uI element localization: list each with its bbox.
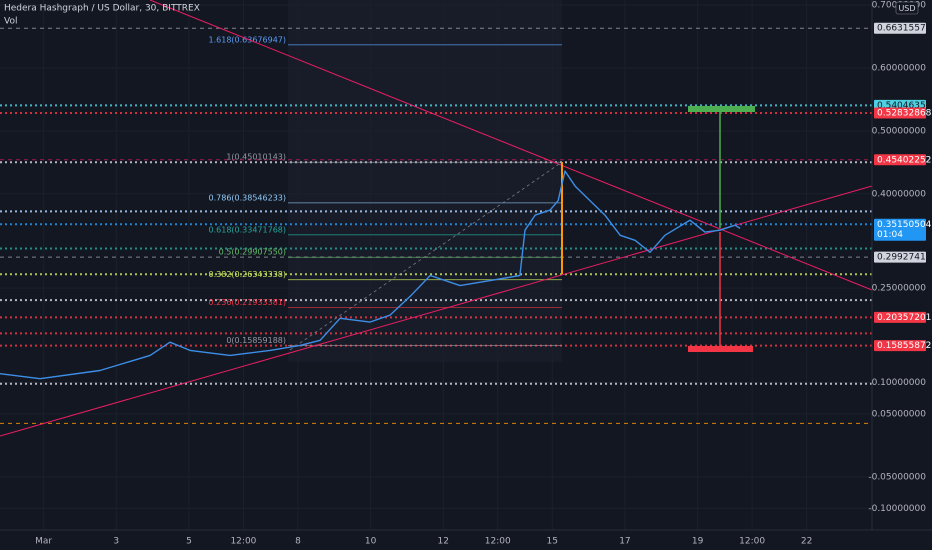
price-line <box>0 170 741 380</box>
price-axis <box>872 0 932 550</box>
y-tick-label: 0.50000000 <box>872 126 927 136</box>
currency-box[interactable] <box>895 1 919 15</box>
x-tick-label: 3 <box>113 537 119 547</box>
fib-label: 0(0.15859188) <box>226 336 286 345</box>
price-label: 0.35150504 <box>877 220 932 230</box>
y-tick-label: -0.10000000 <box>868 504 926 514</box>
x-tick-label: Mar <box>35 537 52 547</box>
indicator-label: Vol <box>4 17 17 27</box>
fib-label: 0.5(0.29907550) <box>219 248 286 257</box>
x-tick-label: 12:00 <box>485 537 511 547</box>
y-tick-label: 0.10000000 <box>872 378 927 388</box>
price-label-box <box>874 22 926 34</box>
x-tick-label: 12:00 <box>230 537 256 547</box>
y-tick-label: 0.05000000 <box>872 409 927 419</box>
target-down-bar <box>688 346 753 352</box>
fib-diagonal <box>289 161 563 351</box>
price-label-box <box>874 107 926 119</box>
price-label: 0.52832868 <box>877 109 932 119</box>
y-tick-label: 0.60000000 <box>872 63 927 73</box>
fib-label: 0.786(0.38546233) <box>209 193 287 202</box>
plot <box>0 170 741 380</box>
currency[interactable]: USD <box>898 4 915 13</box>
fib-label: 1.618(0.63676947) <box>209 35 287 44</box>
y-tick-label: 0.40000000 <box>872 189 927 199</box>
chart-title: Hedera Hashgraph / US Dollar, 30, BITTRE… <box>4 4 200 14</box>
x-tick-label: 19 <box>692 537 704 547</box>
price-label: 0.20357201 <box>877 313 931 323</box>
fib-label: 0.618(0.33471768) <box>209 225 287 234</box>
price-label-box <box>874 340 926 352</box>
fib-label: 0.236(0.21933381) <box>209 298 287 307</box>
x-tick-label: 12 <box>438 537 449 547</box>
trend-line-down <box>149 0 873 291</box>
price-label: 0.29927411 <box>877 253 931 263</box>
fib: 1.618(0.63676947) 1(0.45010143) 0.786(0.38… <box>209 35 562 347</box>
x-tick-label: 15 <box>547 537 558 547</box>
price-label: 0.45402252 <box>877 155 931 165</box>
x-tick-label: 12:00 <box>739 537 765 547</box>
price-label-box <box>874 154 926 166</box>
y-tick-label: -0.05000000 <box>868 472 926 482</box>
y-tick-label: 0.25000000 <box>872 284 927 294</box>
price-label-box <box>874 218 926 241</box>
fib-label: 0.382(0.26343338) <box>209 270 287 279</box>
x-tick-label: 5 <box>186 537 192 547</box>
x-tick-label: 8 <box>295 537 301 547</box>
price-label: 0.54046351 <box>877 101 931 111</box>
fib-label: 1(0.45010143) <box>226 153 286 162</box>
levels <box>0 27 872 424</box>
target-up-bar <box>688 106 755 112</box>
price-label-box <box>874 311 926 323</box>
countdown: 01:04 <box>877 230 903 240</box>
x-tick-label: 10 <box>365 537 377 547</box>
price-label: 0.66315578 <box>877 24 932 34</box>
x-tick-label: 22 <box>801 537 812 547</box>
grid <box>0 0 872 530</box>
price-label: 0.15855872 <box>877 341 931 351</box>
x-tick-label: 17 <box>619 537 630 547</box>
price-label-box <box>874 251 926 263</box>
fib-zone <box>288 0 562 362</box>
